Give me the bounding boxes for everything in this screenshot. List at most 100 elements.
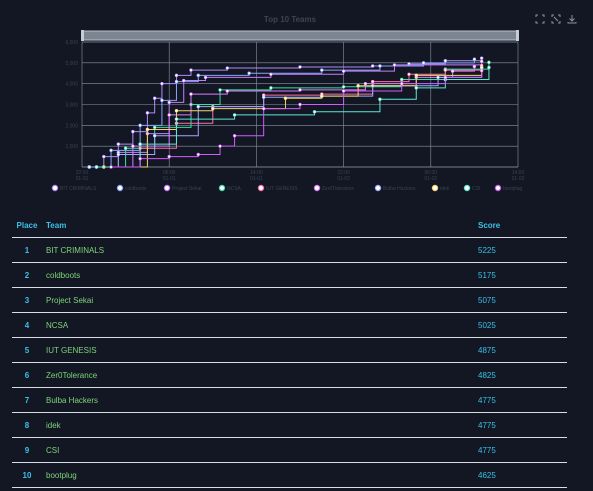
table-row: 9 CSI 4775 xyxy=(12,437,567,463)
data-point xyxy=(203,75,208,80)
data-point xyxy=(152,125,157,130)
data-point xyxy=(225,66,230,70)
team-name-cell[interactable]: coldboots xyxy=(42,262,474,288)
table-header-row: Place Team Score xyxy=(12,215,567,238)
legend-label: coldboots xyxy=(125,186,147,192)
table-row: 10 bootplug 4625 xyxy=(12,462,567,488)
data-point xyxy=(87,165,91,169)
data-point xyxy=(269,72,273,76)
table-row: 7 Bulba Hackers 4775 xyxy=(12,387,567,413)
data-point xyxy=(487,60,491,65)
data-point xyxy=(174,109,179,113)
x-tick-label: 01-01 xyxy=(76,176,89,182)
x-tick-label: 14:00 xyxy=(250,170,263,176)
series-coldboots xyxy=(87,57,477,169)
legend-marker xyxy=(218,184,226,192)
data-zoom-handle-left xyxy=(81,30,84,41)
x-tick-label: 01-01 xyxy=(163,176,176,182)
team-name-cell[interactable]: bootplug xyxy=(42,462,474,488)
data-point xyxy=(283,96,288,100)
data-point xyxy=(116,142,121,146)
data-point xyxy=(232,134,237,138)
score-cell: 5025 xyxy=(474,312,567,338)
data-point xyxy=(196,104,200,109)
data-point xyxy=(400,77,404,82)
data-point xyxy=(479,68,484,73)
data-point xyxy=(312,110,317,114)
data-point xyxy=(414,73,418,78)
table-row: 5 IUT GENESIS 4875 xyxy=(12,337,567,363)
score-cell: 4875 xyxy=(474,337,567,363)
legend-marker xyxy=(257,184,265,192)
place-header: Place xyxy=(12,215,42,238)
series-line xyxy=(89,67,483,168)
data-point xyxy=(443,59,448,63)
team-name-cell[interactable]: Zer0Tolerance xyxy=(42,362,474,388)
data-point xyxy=(138,123,142,128)
data-point xyxy=(247,71,251,75)
data-point xyxy=(138,142,142,146)
legend-marker xyxy=(463,184,471,192)
zoom-reset-icon[interactable] xyxy=(551,14,561,24)
place-cell: 8 xyxy=(12,412,42,438)
data-point xyxy=(378,64,382,68)
legend-marker xyxy=(494,184,502,192)
series-zer0tolerance xyxy=(94,64,477,169)
series-idek xyxy=(102,65,484,169)
data-point xyxy=(341,89,346,93)
series-csi xyxy=(94,65,491,169)
team-name-cell[interactable]: CSI xyxy=(42,437,474,463)
team-name-cell[interactable]: IUT GENESIS xyxy=(42,337,474,363)
place-cell: 10 xyxy=(12,462,42,488)
data-point xyxy=(261,106,266,111)
zoom-icon[interactable] xyxy=(535,14,545,24)
legend-label: Zer0Tolerance xyxy=(322,186,354,192)
team-name-cell[interactable]: NCSA xyxy=(42,312,474,338)
table-row: 1 BIT CRIMINALS 5225 xyxy=(12,237,567,263)
place-cell: 5 xyxy=(12,337,42,363)
data-point xyxy=(167,154,171,159)
data-point xyxy=(407,72,411,76)
save-image-icon[interactable] xyxy=(567,14,577,24)
data-point xyxy=(370,64,375,68)
data-point xyxy=(479,59,484,63)
team-name-cell[interactable]: idek xyxy=(42,412,474,438)
y-tick-label: 1,000 xyxy=(65,144,78,150)
data-point xyxy=(341,69,346,73)
data-point xyxy=(479,56,484,60)
x-tick-label: 06:00 xyxy=(425,170,438,176)
data-point xyxy=(443,68,448,72)
legend-label: BIT CRIMINALS xyxy=(60,186,97,192)
data-point xyxy=(269,86,273,90)
series-line xyxy=(103,67,483,168)
y-tick-label: 6,000 xyxy=(65,40,78,46)
data-point xyxy=(145,111,150,115)
data-point xyxy=(298,88,302,92)
legend-label: Project Sekai xyxy=(172,186,201,192)
team-name-cell[interactable]: Bulba Hackers xyxy=(42,387,474,413)
score-chart-svg: Top 10 Teams22:0001-0106:0001-0114:0001-… xyxy=(51,15,525,192)
legend-marker xyxy=(163,184,171,192)
series-line xyxy=(111,70,483,168)
x-tick-label: 22:00 xyxy=(76,170,89,176)
team-name-cell[interactable]: BIT CRIMINALS xyxy=(42,237,474,263)
score-cell: 5075 xyxy=(474,287,567,313)
data-point xyxy=(167,113,171,117)
data-point xyxy=(320,94,324,98)
data-point xyxy=(174,79,179,84)
x-tick-label: 01-01 xyxy=(250,176,263,182)
place-cell: 1 xyxy=(12,237,42,263)
chart-title: Top 10 Teams xyxy=(264,15,317,24)
y-tick-label: 4,000 xyxy=(65,82,78,88)
data-point xyxy=(196,73,200,78)
x-tick-label: 01-02 xyxy=(337,176,350,182)
data-point xyxy=(436,75,440,80)
legend-marker xyxy=(374,184,382,192)
data-point xyxy=(356,84,360,88)
y-tick-label: 2,000 xyxy=(65,123,78,129)
legend-label: IUT GENESIS xyxy=(266,186,298,192)
place-cell: 9 xyxy=(12,437,42,463)
legend-label: bootplug xyxy=(503,186,522,192)
data-point xyxy=(116,152,121,157)
team-name-cell[interactable]: Project Sekai xyxy=(42,287,474,313)
